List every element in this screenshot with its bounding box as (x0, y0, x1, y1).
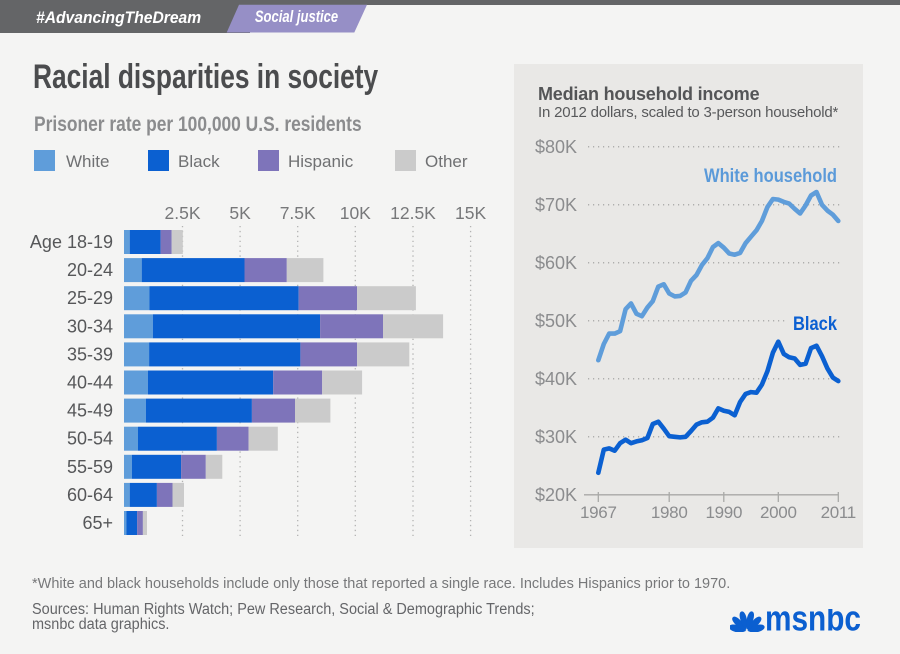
svg-text:2.5K: 2.5K (165, 203, 201, 223)
svg-text:1967: 1967 (580, 503, 617, 522)
svg-text:20-24: 20-24 (67, 260, 113, 280)
svg-text:5K: 5K (229, 203, 251, 223)
svg-text:$50K: $50K (535, 311, 577, 331)
svg-text:50-54: 50-54 (67, 429, 113, 449)
svg-text:15K: 15K (455, 203, 486, 223)
svg-text:1990: 1990 (705, 503, 742, 522)
svg-text:40-44: 40-44 (67, 373, 113, 393)
svg-text:$20K: $20K (535, 485, 577, 505)
svg-text:10K: 10K (340, 203, 371, 223)
svg-text:30-34: 30-34 (67, 316, 113, 336)
svg-text:2000: 2000 (760, 503, 797, 522)
svg-text:35-39: 35-39 (67, 344, 113, 364)
svg-text:45-49: 45-49 (67, 401, 113, 421)
svg-text:2011: 2011 (821, 503, 856, 522)
svg-text:Age 18-19: Age 18-19 (30, 232, 113, 252)
svg-text:$40K: $40K (535, 369, 577, 389)
svg-text:12.5K: 12.5K (390, 203, 436, 223)
svg-text:$70K: $70K (535, 195, 577, 215)
svg-text:55-59: 55-59 (67, 457, 113, 477)
svg-text:1980: 1980 (651, 503, 688, 522)
svg-text:7.5K: 7.5K (280, 203, 316, 223)
svg-text:25-29: 25-29 (67, 288, 113, 308)
svg-text:$60K: $60K (535, 253, 577, 273)
svg-text:$30K: $30K (535, 427, 577, 447)
svg-text:65+: 65+ (82, 513, 113, 533)
svg-text:msnbc: msnbc (765, 609, 861, 632)
svg-text:$80K: $80K (535, 137, 577, 157)
svg-text:White household: White household (704, 165, 837, 187)
svg-text:Black: Black (793, 313, 837, 335)
svg-text:60-64: 60-64 (67, 485, 113, 505)
